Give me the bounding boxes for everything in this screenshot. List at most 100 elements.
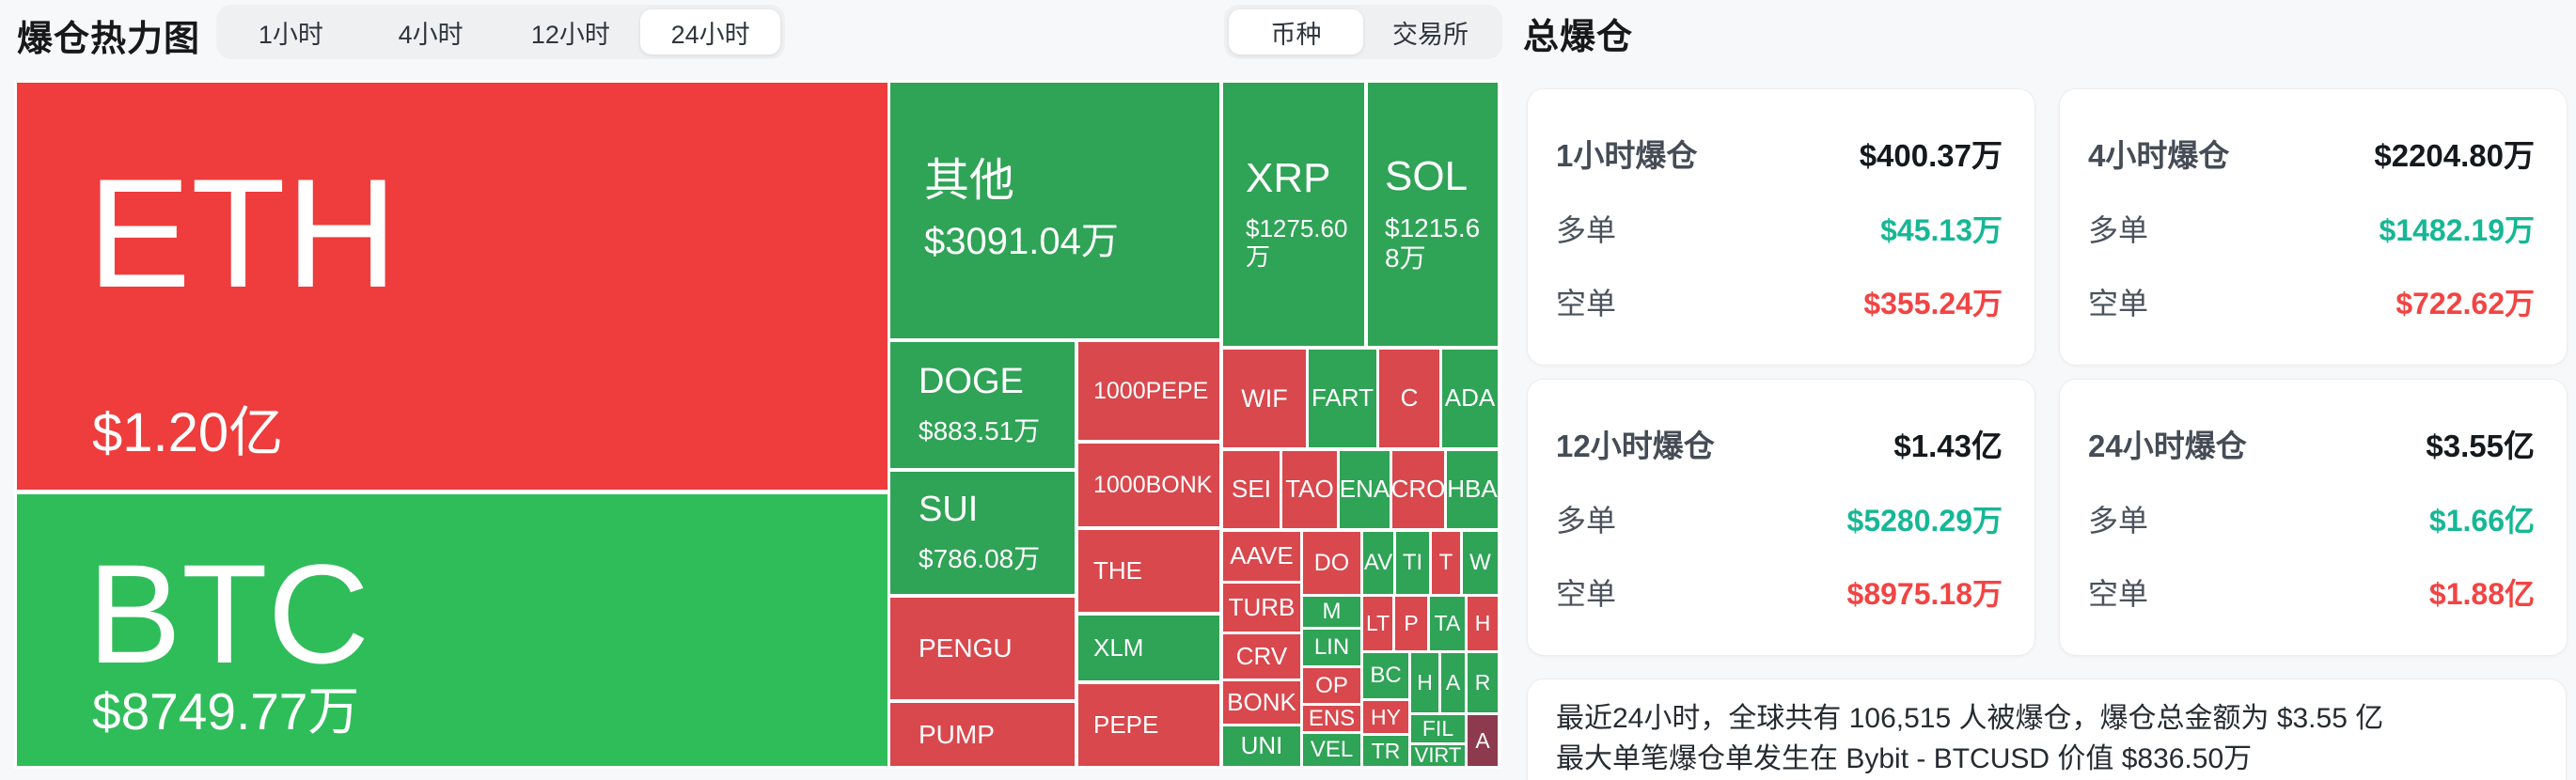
treemap-cell-AV[interactable]: AV — [1363, 532, 1393, 594]
treemap-cell-TA[interactable]: TA — [1430, 597, 1465, 650]
liquidation-info-card: 最近24小时，全球共有 106,515 人被爆仓，爆仓总金额为 $3.55 亿 … — [1527, 679, 2567, 780]
short-label: 空单 — [2088, 287, 2149, 320]
treemap-cell-UNI[interactable]: UNI — [1223, 726, 1300, 766]
treemap-cell-ENS[interactable]: ENS — [1303, 706, 1360, 731]
long-label: 多单 — [1556, 212, 1617, 247]
info-line-1: 最近24小时，全球共有 106,515 人被爆仓，爆仓总金额为 $3.55 亿 — [1556, 703, 2384, 734]
treemap-cell-T[interactable]: T — [1432, 532, 1460, 594]
treemap-cell-BC[interactable]: BC — [1363, 653, 1408, 698]
treemap-cell-FIL[interactable]: FIL — [1411, 715, 1465, 742]
cell-label: THE — [1093, 555, 1142, 585]
treemap-cell-C[interactable]: C — [1379, 350, 1439, 447]
treemap-cell-PUMP[interactable]: PUMP — [890, 703, 1075, 766]
treemap-cell-XLM[interactable]: XLM — [1078, 616, 1219, 680]
cell-label: HBA — [1447, 475, 1498, 504]
treemap-cell-TI[interactable]: TI — [1396, 532, 1429, 594]
total-liquidation-title: 总爆仓 — [1523, 18, 1634, 57]
treemap-cell-BONK[interactable]: BONK — [1223, 681, 1300, 724]
long-value: $1482.19万 — [2379, 212, 2535, 247]
treemap-cell-A[interactable]: A — [1468, 715, 1498, 766]
card-title: 24小时爆仓 — [2088, 429, 2247, 463]
treemap-cell-TR[interactable]: TR — [1363, 736, 1408, 766]
treemap-cell-SOL[interactable]: SOL $1215.68万 — [1368, 83, 1498, 346]
treemap-cell-DOGE[interactable]: DOGE $883.51万 — [890, 342, 1075, 468]
cell-label: VIRT — [1414, 745, 1462, 766]
treemap-cell-CRV[interactable]: CRV — [1223, 634, 1300, 679]
cell-label: DOGE — [919, 361, 1024, 401]
cell-label: XRP — [1246, 155, 1331, 202]
tab-12hour[interactable]: 12小时 — [530, 20, 610, 49]
short-label: 空单 — [2088, 577, 2149, 611]
treemap-cell-ETH[interactable]: ETH $1.20亿 — [17, 83, 887, 490]
tab-1hour[interactable]: 1小时 — [258, 20, 323, 49]
treemap-cell-PENGU[interactable]: PENGU — [890, 598, 1075, 699]
treemap-cell-W[interactable]: W — [1463, 532, 1498, 594]
view-toggle: 币种 交易所 — [1224, 5, 1502, 59]
treemap-cell-FART[interactable]: FART — [1309, 350, 1376, 447]
cell-label: FART — [1312, 383, 1374, 413]
treemap-cell-1000BONK[interactable]: 1000BONK — [1078, 444, 1219, 526]
treemap-cell-TAO[interactable]: TAO — [1282, 451, 1337, 528]
cell-label: ADA — [1444, 383, 1496, 413]
cell-label: SUI — [919, 489, 979, 529]
cell-label: M — [1322, 599, 1342, 625]
card-total: $400.37万 — [1859, 138, 2003, 173]
long-value: $45.13万 — [1880, 212, 2003, 247]
treemap-cell-OP[interactable]: OP — [1303, 668, 1360, 703]
cell-label: LT — [1365, 611, 1390, 636]
cell-label: TA — [1434, 611, 1461, 636]
long-value: $1.66亿 — [2428, 503, 2535, 538]
treemap-cell-DO[interactable]: DO — [1303, 532, 1360, 594]
treemap-cell-SUI[interactable]: SUI $786.08万 — [890, 472, 1075, 594]
cell-value: $1.20亿 — [92, 402, 284, 464]
cell-label: 1000PEPE — [1093, 377, 1209, 404]
treemap-cell-XRP[interactable]: XRP $1275.60万 — [1223, 83, 1364, 346]
cell-label: PENGU — [919, 633, 1013, 663]
cell-label: HY — [1371, 704, 1401, 729]
toggle-exchange[interactable]: 交易所 — [1392, 20, 1469, 49]
treemap-cell-LT[interactable]: LT — [1363, 597, 1392, 650]
treemap-cell-1000PEPE[interactable]: 1000PEPE — [1078, 342, 1219, 440]
cell-label: TAO — [1285, 475, 1334, 504]
cell-label: CRV — [1235, 641, 1288, 670]
treemap-cell-H[interactable]: H — [1411, 653, 1438, 712]
summary-card-24h: 24小时爆仓 $3.55亿 多单 $1.66亿 空单 $1.88亿 — [2059, 379, 2568, 656]
treemap-cell-PEPE[interactable]: PEPE — [1078, 684, 1219, 766]
tab-4hour[interactable]: 4小时 — [398, 20, 463, 49]
treemap-cell-LIN[interactable]: LIN — [1303, 630, 1360, 665]
treemap-cell-ENA[interactable]: ENA — [1340, 451, 1390, 528]
treemap-cell-其他[interactable]: 其他 $3091.04万 — [890, 83, 1219, 338]
cell-label: DO — [1313, 549, 1350, 576]
treemap-cell-R[interactable]: R — [1468, 653, 1498, 712]
treemap-cell-THE[interactable]: THE — [1078, 530, 1219, 612]
cell-label: PEPE — [1093, 710, 1159, 739]
treemap-cell-WIF[interactable]: WIF — [1223, 350, 1306, 447]
short-label: 空单 — [1556, 577, 1617, 611]
treemap-cell-P[interactable]: P — [1395, 597, 1427, 650]
treemap-cell-HBA[interactable]: HBA — [1447, 451, 1498, 528]
cell-label: A — [1475, 727, 1490, 753]
cell-label: A — [1445, 670, 1461, 695]
cell-label: AAVE — [1230, 541, 1294, 570]
treemap-cell-CRO[interactable]: CRO — [1392, 451, 1444, 528]
cell-value: $3091.04万 — [924, 221, 1119, 263]
treemap-cell-TURB[interactable]: TURB — [1223, 584, 1300, 632]
toggle-coin[interactable]: 币种 — [1229, 9, 1363, 55]
treemap-cell-A[interactable]: A — [1441, 653, 1465, 712]
treemap-cell-ADA[interactable]: ADA — [1442, 350, 1498, 447]
treemap-cell-VIRT[interactable]: VIRT — [1411, 745, 1465, 766]
treemap-cell-M[interactable]: M — [1303, 597, 1360, 627]
card-total: $3.55亿 — [2426, 429, 2535, 463]
info-line-2: 最大单笔爆仓单发生在 Bybit - BTCUSD 价值 $836.50万 — [1556, 743, 2253, 774]
tab-24hour[interactable]: 24小时 — [640, 9, 780, 55]
treemap-cell-AAVE[interactable]: AAVE — [1223, 532, 1300, 581]
treemap-cell-H[interactable]: H — [1468, 597, 1498, 650]
treemap-cell-VEL[interactable]: VEL — [1303, 734, 1360, 766]
card-total: $2204.80万 — [2374, 138, 2535, 173]
treemap-cell-BTC[interactable]: BTC $8749.77万 — [17, 494, 887, 766]
treemap-cell-SEI[interactable]: SEI — [1223, 451, 1280, 528]
cell-value: $883.51万 — [919, 415, 1041, 445]
treemap-cell-HY[interactable]: HY — [1363, 701, 1408, 733]
cell-label: XLM — [1093, 632, 1144, 662]
cell-value: $786.08万 — [919, 543, 1041, 573]
